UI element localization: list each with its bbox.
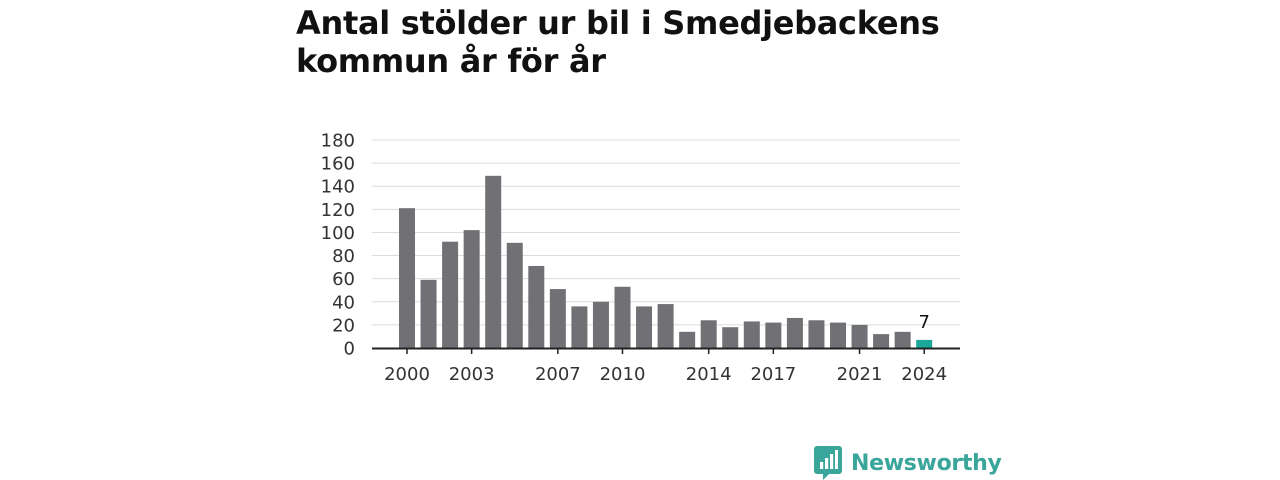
bar-2022 [873, 334, 890, 348]
bar-2011 [636, 306, 653, 348]
x-tick-label: 2007 [535, 364, 581, 385]
bars [399, 175, 933, 348]
x-tick-label: 2010 [600, 364, 646, 385]
bar-2001 [420, 279, 437, 348]
bar-2024 [916, 339, 933, 348]
y-tick-label: 100 [321, 223, 355, 244]
bar-2005 [506, 242, 523, 348]
grid-lines [372, 139, 960, 326]
y-tick-label: 180 [321, 131, 355, 152]
x-tick-label: 2000 [384, 364, 430, 385]
bar-2012 [657, 304, 674, 348]
bar-2015 [722, 327, 739, 348]
bar-2009 [592, 301, 609, 348]
x-axis-tick-labels: 2000 2003 2007 2010 2014 2017 2021 2024 [384, 348, 947, 385]
bar-2004 [485, 175, 502, 348]
y-tick-label: 60 [332, 269, 355, 290]
bar-2002 [442, 241, 459, 348]
bar-2006 [528, 265, 545, 348]
bar-2017 [765, 322, 782, 348]
highlight-value-label: 7 [918, 312, 929, 333]
x-tick-label: 2024 [901, 364, 947, 385]
bar-2013 [679, 331, 696, 348]
newsworthy-logo: Newsworthy [814, 446, 1002, 480]
y-tick-label: 160 [321, 154, 355, 175]
annotations: 7 [918, 312, 929, 333]
bar-2016 [743, 321, 760, 348]
y-tick-label: 40 [332, 292, 355, 313]
bar-2018 [786, 317, 803, 348]
bar-2007 [549, 289, 566, 348]
bar-2003 [463, 230, 480, 348]
bar-2020 [830, 322, 846, 348]
bar-2021 [851, 324, 868, 348]
bar-2014 [700, 320, 717, 348]
y-tick-label: 20 [332, 315, 355, 336]
y-tick-label: 80 [332, 246, 355, 267]
brand-name: Newsworthy [851, 450, 1002, 476]
x-tick-label: 2017 [750, 364, 796, 385]
y-tick-label: 140 [321, 177, 355, 198]
x-tick-label: 2003 [449, 364, 495, 385]
bar-2010 [614, 286, 631, 348]
y-tick-label: 120 [321, 200, 355, 221]
bar-2019 [808, 320, 825, 348]
y-tick-label: 0 [344, 339, 355, 360]
x-tick-label: 2021 [837, 364, 883, 385]
bar-2008 [571, 306, 588, 348]
newsworthy-logo-icon [814, 446, 842, 480]
bar-2023 [894, 331, 911, 348]
x-tick-label: 2014 [686, 364, 732, 385]
chart-title: Antal stölder ur bil i Smedjebackens kom… [296, 4, 940, 80]
bar-2000 [399, 208, 415, 348]
